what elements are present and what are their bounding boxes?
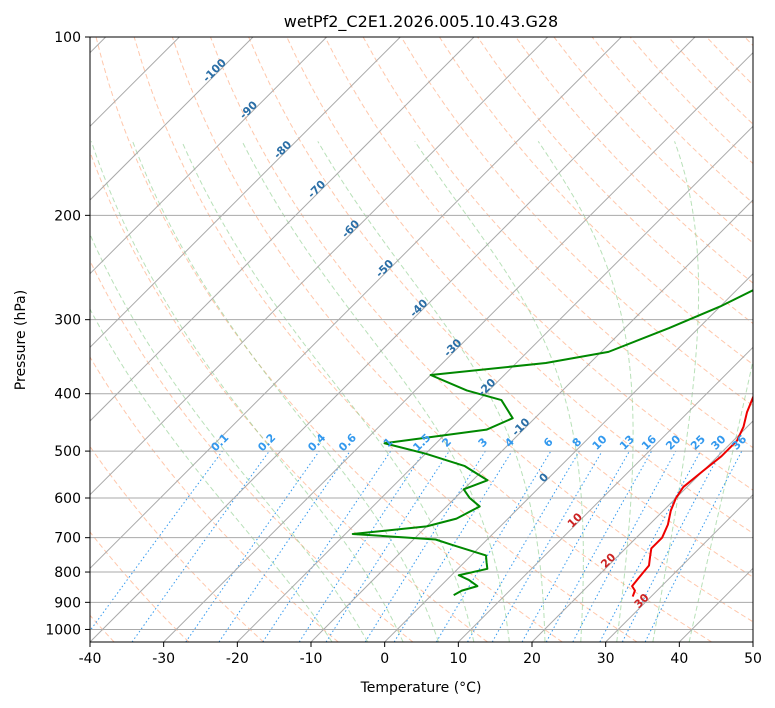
dry-adiabat bbox=[248, 37, 753, 578]
x-tick-label: 40 bbox=[670, 651, 688, 667]
dry-adiabat bbox=[210, 37, 753, 623]
y-tick-label: 600 bbox=[54, 491, 81, 507]
mixing-ratio-line bbox=[325, 450, 450, 642]
dry-adiabat bbox=[324, 37, 753, 491]
mixing-ratio-line bbox=[393, 450, 513, 642]
x-tick-label: 30 bbox=[597, 651, 615, 667]
mixing-ratio-line bbox=[185, 450, 320, 642]
dry-adiabat bbox=[90, 356, 339, 642]
mixing-ratio-line bbox=[298, 450, 425, 642]
mixing-ratio-line bbox=[521, 450, 630, 642]
mixing-ratio-line bbox=[131, 450, 270, 642]
mixing-ratio-line bbox=[90, 450, 223, 632]
isotherm bbox=[90, 37, 401, 349]
isotherm bbox=[90, 37, 328, 275]
x-tick-label: -10 bbox=[300, 651, 323, 667]
y-tick-label: 500 bbox=[54, 444, 81, 460]
isotherm bbox=[90, 37, 696, 642]
dry-adiabat bbox=[171, 37, 712, 642]
isotherm bbox=[236, 125, 753, 642]
x-tick-label: -20 bbox=[226, 651, 249, 667]
x-axis-ticks: -40 -30 -20 -10 0 10 20 30 40 50 bbox=[79, 642, 762, 667]
y-tick-label: 800 bbox=[54, 565, 81, 581]
y-axis-ticks: 100 200 300 400 500 600 700 800 900 1000 bbox=[45, 30, 90, 638]
x-tick-label: -30 bbox=[152, 651, 175, 667]
y-tick-label: 300 bbox=[54, 313, 81, 329]
y-tick-label: 1000 bbox=[45, 622, 81, 638]
plot-frame bbox=[89, 36, 754, 643]
x-tick-label: 0 bbox=[380, 651, 389, 667]
x-tick-label: 50 bbox=[744, 651, 762, 667]
isotherm bbox=[90, 37, 475, 422]
dry-adiabat bbox=[90, 445, 264, 642]
mixing-ratio-line bbox=[644, 450, 743, 642]
dry-adiabat bbox=[439, 37, 753, 366]
profiles bbox=[351, 289, 753, 597]
dry-adiabat bbox=[400, 37, 753, 407]
isotherm bbox=[384, 272, 753, 642]
x-tick-label: 20 bbox=[523, 651, 541, 667]
x-axis-label: Temperature (°C) bbox=[360, 680, 482, 696]
isotherm bbox=[605, 493, 753, 642]
chart-title: wetPf2_C2E1.2026.005.10.43.G28 bbox=[284, 12, 558, 32]
mixing-ratio-line bbox=[218, 450, 351, 642]
mixing-ratio-line bbox=[545, 450, 653, 642]
x-tick-label: 10 bbox=[449, 651, 467, 667]
mixing-ratio-line bbox=[572, 450, 677, 642]
temperature-profile-line bbox=[631, 394, 753, 597]
isotherm bbox=[752, 641, 753, 642]
dry-adiabat bbox=[95, 37, 563, 642]
y-tick-label: 700 bbox=[54, 531, 81, 547]
isotherm bbox=[90, 37, 549, 496]
isotherm bbox=[457, 346, 753, 642]
dry-adiabat bbox=[133, 37, 638, 642]
y-tick-label: 100 bbox=[54, 30, 81, 46]
y-tick-label: 200 bbox=[54, 208, 81, 224]
dry-adiabat bbox=[90, 150, 488, 642]
isotherm bbox=[163, 51, 753, 642]
dry-adiabat bbox=[515, 37, 753, 284]
y-tick-label: 900 bbox=[54, 595, 81, 611]
isotherm bbox=[531, 420, 753, 642]
isotherm bbox=[90, 37, 622, 570]
y-axis-label: Pressure (hPa) bbox=[13, 290, 29, 390]
mixing-ratio-line bbox=[262, 450, 392, 642]
isotherm bbox=[310, 199, 753, 642]
x-tick-label: -40 bbox=[79, 651, 102, 667]
dewpoint-profile-line bbox=[351, 289, 753, 596]
dry-adiabat bbox=[90, 531, 190, 642]
isotherm bbox=[90, 37, 254, 201]
y-tick-label: 400 bbox=[54, 387, 81, 403]
